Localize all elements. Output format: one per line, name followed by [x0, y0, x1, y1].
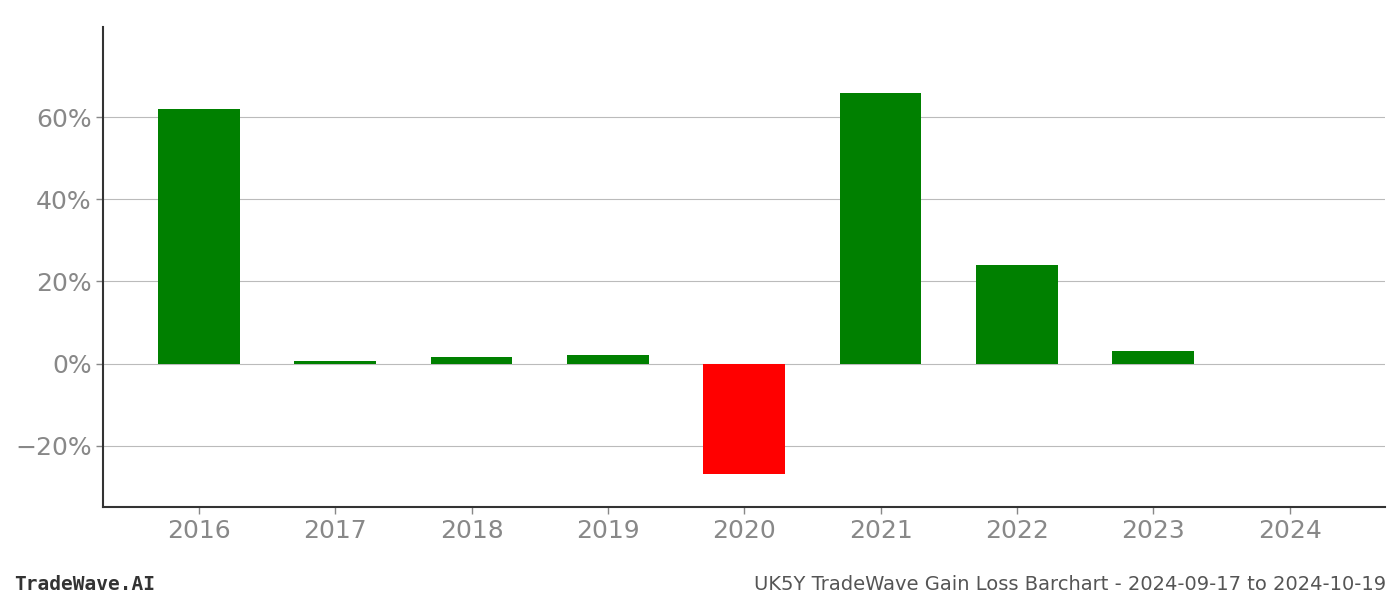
- Bar: [567, 355, 648, 364]
- Bar: [158, 109, 239, 364]
- Bar: [976, 265, 1058, 364]
- Bar: [703, 364, 785, 475]
- Text: TradeWave.AI: TradeWave.AI: [14, 575, 155, 594]
- Bar: [840, 92, 921, 364]
- Bar: [1113, 351, 1194, 364]
- Bar: [431, 358, 512, 364]
- Text: UK5Y TradeWave Gain Loss Barchart - 2024-09-17 to 2024-10-19: UK5Y TradeWave Gain Loss Barchart - 2024…: [753, 575, 1386, 594]
- Bar: [294, 361, 377, 364]
